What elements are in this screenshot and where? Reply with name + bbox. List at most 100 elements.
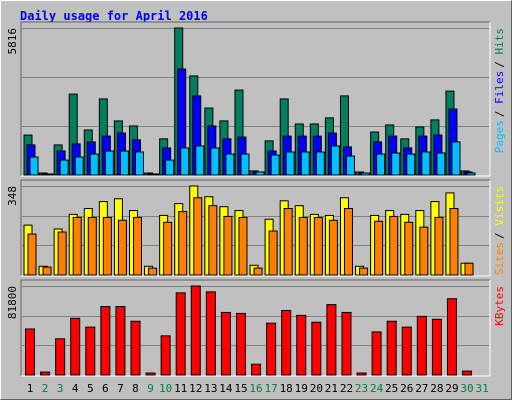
x-tick-label: 26 bbox=[400, 382, 413, 395]
x-tick-label: 30 bbox=[460, 382, 473, 395]
x-tick-label: 25 bbox=[385, 382, 398, 395]
bar bbox=[449, 208, 459, 276]
legend-entry: Files bbox=[493, 71, 506, 104]
bar bbox=[416, 315, 427, 376]
legend-separator: / bbox=[493, 111, 506, 118]
bar bbox=[74, 156, 84, 176]
x-tick-label: 11 bbox=[174, 382, 187, 395]
x-tick-label: 17 bbox=[264, 382, 277, 395]
bar bbox=[208, 205, 218, 276]
bar bbox=[434, 216, 444, 276]
bar bbox=[165, 159, 175, 176]
bar bbox=[255, 171, 265, 176]
bar bbox=[193, 197, 203, 276]
legend-entry: Pages bbox=[493, 120, 506, 153]
bar bbox=[195, 145, 205, 176]
bar bbox=[115, 306, 126, 376]
bar bbox=[419, 226, 429, 276]
bar bbox=[326, 304, 337, 376]
bar bbox=[150, 173, 160, 176]
legend-entry: Hits bbox=[493, 28, 506, 55]
x-tick-label: 4 bbox=[72, 382, 79, 395]
bar bbox=[27, 233, 37, 276]
chart-title: Daily usage for April 2016 bbox=[20, 9, 208, 23]
x-tick-label: 24 bbox=[370, 382, 384, 395]
bar bbox=[374, 220, 384, 276]
bar bbox=[210, 147, 220, 176]
y-max-label: 81800 bbox=[6, 286, 19, 319]
x-tick-label: 3 bbox=[57, 382, 64, 395]
bar bbox=[44, 173, 54, 176]
bar bbox=[251, 363, 262, 376]
x-tick-label: 6 bbox=[102, 382, 109, 395]
x-tick-label: 22 bbox=[340, 382, 353, 395]
bar bbox=[72, 216, 82, 276]
bar bbox=[100, 306, 111, 376]
bar bbox=[406, 153, 416, 176]
bar bbox=[313, 216, 323, 276]
x-tick-label: 29 bbox=[445, 382, 458, 395]
panel-border bbox=[20, 179, 490, 276]
bar bbox=[42, 266, 52, 276]
legend-separator: / bbox=[493, 61, 506, 68]
x-tick-label: 31 bbox=[475, 382, 488, 395]
x-tick-label: 7 bbox=[117, 382, 124, 395]
y-max-label: 348 bbox=[6, 186, 19, 206]
bar bbox=[175, 292, 186, 376]
x-tick-label: 9 bbox=[147, 382, 154, 395]
bar bbox=[180, 147, 190, 176]
bar bbox=[132, 216, 142, 276]
bar bbox=[359, 267, 369, 276]
bar bbox=[145, 372, 156, 376]
bar bbox=[266, 322, 277, 376]
bar bbox=[431, 318, 442, 376]
x-tick-label: 8 bbox=[132, 382, 139, 395]
bar bbox=[57, 231, 67, 276]
bar bbox=[160, 335, 171, 376]
bar bbox=[40, 371, 51, 376]
bar bbox=[102, 216, 112, 276]
bar bbox=[330, 145, 340, 176]
bar bbox=[119, 150, 129, 176]
bar bbox=[361, 172, 371, 176]
bar bbox=[29, 156, 39, 176]
panel-border bbox=[21, 280, 491, 377]
x-tick-label: 15 bbox=[234, 382, 247, 395]
bar bbox=[300, 151, 310, 176]
x-tick-label: 20 bbox=[310, 382, 323, 395]
x-tick-label: 12 bbox=[189, 382, 202, 395]
bar bbox=[85, 326, 96, 376]
bar bbox=[376, 153, 386, 176]
bar bbox=[270, 154, 280, 176]
bar bbox=[343, 208, 353, 276]
bar bbox=[178, 211, 188, 276]
bar bbox=[356, 372, 367, 376]
bar bbox=[134, 151, 144, 176]
bar bbox=[281, 309, 292, 376]
legend: Sites / Visits bbox=[493, 186, 506, 275]
bar bbox=[464, 262, 474, 276]
legend-separator: / bbox=[493, 232, 506, 239]
bar bbox=[462, 370, 473, 376]
bar bbox=[223, 215, 233, 276]
bar bbox=[446, 298, 457, 376]
x-tick-label: 21 bbox=[325, 382, 338, 395]
bar bbox=[298, 216, 308, 276]
x-tick-label: 13 bbox=[204, 382, 217, 395]
bar bbox=[386, 320, 397, 376]
y-max-label: 5816 bbox=[6, 28, 19, 55]
bar bbox=[421, 151, 431, 176]
bar bbox=[59, 159, 69, 176]
x-tick-label: 18 bbox=[280, 382, 293, 395]
legend-entry: Visits bbox=[493, 186, 506, 226]
x-tick-label: 28 bbox=[430, 382, 443, 395]
x-tick-label: 19 bbox=[295, 382, 308, 395]
x-tick-label: 5 bbox=[87, 382, 94, 395]
bar bbox=[148, 267, 158, 276]
bar bbox=[89, 153, 99, 176]
bar bbox=[345, 155, 355, 176]
x-tick-label: 14 bbox=[219, 382, 233, 395]
bar bbox=[238, 216, 248, 276]
bar bbox=[225, 153, 235, 176]
